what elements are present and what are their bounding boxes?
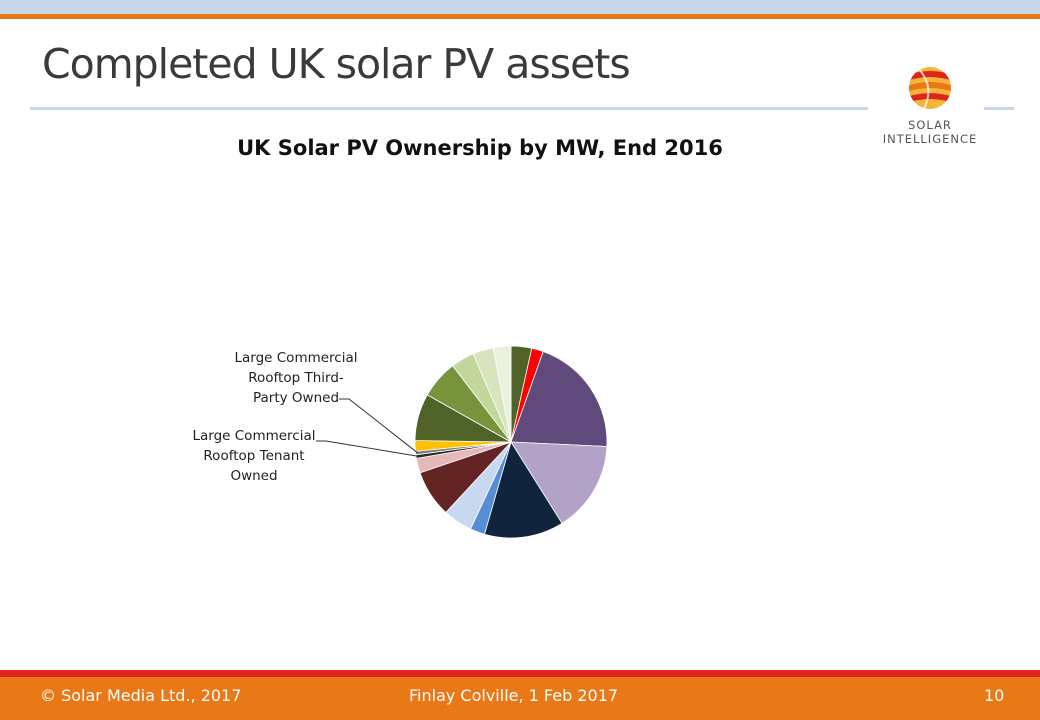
pie-slice-4: [510, 441, 608, 524]
solar-intelligence-logo: SOLAR INTELLIGENCE: [870, 62, 990, 148]
header-band: [0, 0, 1040, 14]
slide-title: Completed UK solar PV assets: [42, 40, 631, 88]
callout-leaders: [316, 398, 419, 457]
pie-slice-17: [492, 345, 512, 443]
callout-tenant-owned: Large Commercial Rooftop Tenant Owned: [192, 428, 316, 484]
footer-author-date: Finlay Colville, 1 Feb 2017: [409, 686, 619, 705]
footer-bar: [0, 677, 1040, 720]
pie-slice-5: [483, 441, 563, 539]
pie-slice-3: [510, 351, 608, 447]
chart-title: UK Solar PV Ownership by MW, End 2016: [237, 136, 723, 160]
page-number: 10: [984, 686, 1005, 705]
logo-text-solar: SOLAR: [908, 118, 952, 132]
pie-slices: [414, 345, 608, 539]
title-underline-end: [984, 107, 1014, 110]
header-accent-rule: [0, 14, 1040, 19]
callout-leader-1: [339, 398, 418, 454]
footer-copyright: © Solar Media Ltd., 2017: [40, 686, 242, 705]
footer-accent-rule: [0, 670, 1040, 677]
title-underline: [30, 107, 868, 110]
callout-third-party-owned: Large Commercial Rooftop Third- Party Ow…: [234, 350, 358, 406]
logo-text-intelligence: INTELLIGENCE: [882, 132, 978, 146]
globe-logo-icon: [909, 67, 951, 109]
callout-leader-2: [316, 440, 419, 457]
